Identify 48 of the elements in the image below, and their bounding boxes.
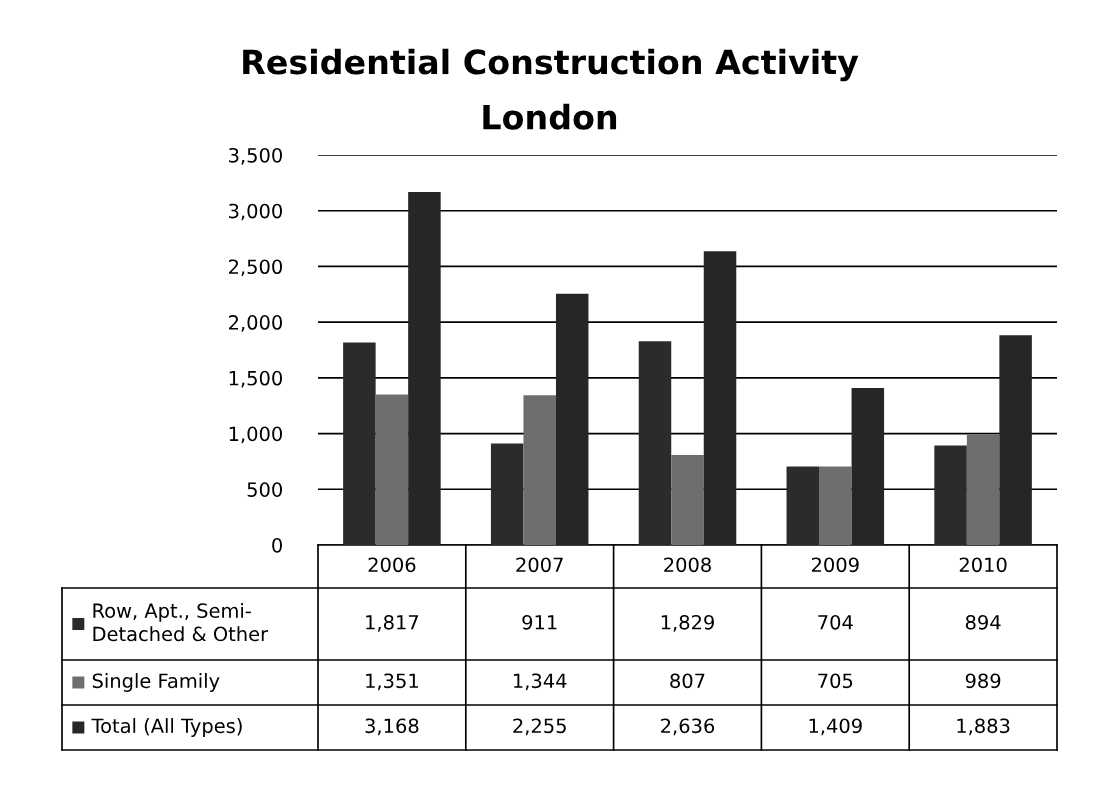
bar (851, 388, 885, 545)
y-tick-label: 2,000 (229, 315, 282, 332)
chart-subtitle: London (483, 103, 617, 130)
data-label: 2,255 (513, 718, 566, 736)
data-label: 1,883 (957, 718, 1010, 736)
legend-label: Row, Apt., Semi-Detached & Other (93, 602, 269, 642)
bar (819, 466, 852, 545)
data-label: 2,636 (661, 718, 715, 736)
data-label: 1,817 (366, 614, 419, 632)
data-label: 911 (522, 614, 557, 630)
bar (934, 445, 967, 545)
x-tick-label: 2009 (811, 557, 859, 573)
y-tick-label: 0 (272, 537, 282, 553)
bar (408, 191, 441, 545)
data-label: 704 (818, 614, 853, 630)
y-tick-label: 500 (247, 482, 282, 497)
data-label: 807 (670, 673, 705, 689)
bar (523, 395, 556, 545)
data-label: 705 (818, 673, 853, 689)
bar (343, 342, 376, 545)
bar (375, 394, 409, 545)
x-tick-label: 2007 (516, 557, 563, 573)
data-label: 894 (965, 614, 1001, 630)
x-tick-label: 2006 (368, 557, 416, 573)
data-label: 989 (965, 673, 1001, 689)
bar (555, 293, 589, 545)
data-label: 1,351 (366, 673, 418, 691)
y-tick-label: 3,000 (229, 203, 282, 221)
data-label: 1,829 (661, 614, 714, 632)
x-tick-label: 2010 (959, 557, 1007, 573)
bar (999, 335, 1032, 545)
data-label: 3,168 (365, 718, 419, 736)
y-tick-label: 1,000 (229, 426, 282, 444)
legend-label: Total (All Types) (91, 718, 242, 737)
y-tick-label: 2,500 (229, 259, 282, 277)
legend-label: Single Family (92, 673, 220, 692)
chart-title: Residential Construction Activity (243, 48, 859, 82)
bar (638, 341, 672, 545)
x-tick-label: 2008 (664, 557, 711, 573)
bar (966, 434, 1000, 545)
y-tick-label: 1,500 (229, 370, 282, 388)
bar (703, 251, 737, 545)
bar (671, 455, 704, 545)
bar (490, 443, 524, 545)
bar (786, 466, 820, 545)
y-tick-label: 3,500 (229, 147, 282, 165)
data-label: 1,409 (809, 718, 862, 736)
data-label: 1,344 (514, 673, 567, 691)
